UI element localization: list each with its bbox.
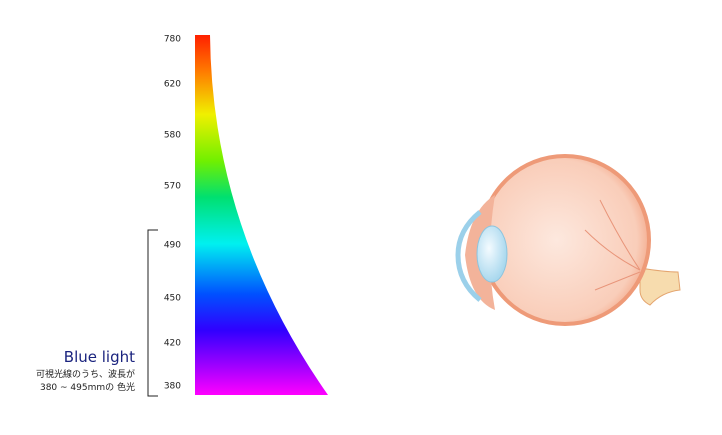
note-line: 380 ~ 495mmの 色光 bbox=[40, 381, 135, 393]
spectrum: 780 620 580 570 490 450 420 380 bbox=[164, 35, 328, 395]
wavelength-label: 490 bbox=[164, 241, 181, 251]
wavelength-label: 420 bbox=[164, 339, 181, 349]
wavelength-label: 580 bbox=[164, 131, 181, 141]
note-title: Blue light bbox=[64, 348, 135, 366]
wavelength-label: 620 bbox=[164, 80, 181, 90]
wavelength-label: 780 bbox=[164, 35, 181, 45]
lens bbox=[476, 225, 508, 283]
wavelength-label: 450 bbox=[164, 294, 181, 304]
cornea bbox=[455, 210, 482, 302]
spectrum-band bbox=[195, 35, 328, 395]
vessels bbox=[584, 199, 641, 291]
wavelength-label: 380 bbox=[164, 382, 181, 392]
eyeball bbox=[479, 154, 651, 326]
optic-nerve bbox=[639, 267, 681, 306]
bracket bbox=[147, 229, 158, 397]
note-line: 可視光線のうち、波長が bbox=[36, 368, 135, 380]
wavelength-label: 570 bbox=[164, 182, 181, 192]
eye bbox=[455, 154, 681, 326]
